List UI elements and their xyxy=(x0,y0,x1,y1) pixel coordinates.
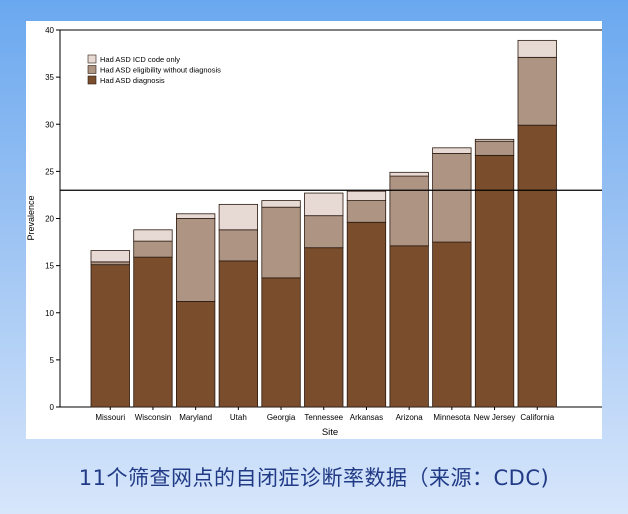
x-tick-label: Maryland xyxy=(179,413,212,422)
bar-segment xyxy=(261,277,301,408)
bar-segment xyxy=(432,241,472,408)
bar-segment xyxy=(304,215,344,249)
bar-segment xyxy=(474,138,515,142)
bar-segment xyxy=(261,200,301,208)
x-tick-label: Arizona xyxy=(396,413,424,422)
bar-segment xyxy=(346,221,387,408)
bar-segment xyxy=(218,203,259,231)
x-tick-label: Missouri xyxy=(95,413,125,422)
bar-segment xyxy=(389,171,429,177)
y-tick-label: 35 xyxy=(45,73,54,82)
x-axis-title: Site xyxy=(322,427,338,438)
x-tick-label: Minnesota xyxy=(433,413,470,422)
x-tick-label: Arkansas xyxy=(350,413,383,422)
bar-segment xyxy=(218,260,259,408)
y-tick-label: 10 xyxy=(45,309,54,318)
bar-segment xyxy=(218,229,259,262)
bar-segment xyxy=(133,240,173,258)
y-tick-label: 0 xyxy=(50,403,55,412)
x-tick-label: Utah xyxy=(230,413,247,422)
bar-segment xyxy=(175,213,216,219)
bar-segment xyxy=(175,218,216,302)
legend-label: Had ASD eligibility without diagnosis xyxy=(100,66,221,75)
y-axis: 0 5 10 15 20 25 30 35 40 xyxy=(45,26,60,412)
y-axis-title: Prevalence xyxy=(26,195,36,240)
y-tick-label: 5 xyxy=(50,356,55,365)
bar-segment xyxy=(346,200,387,223)
legend-swatch xyxy=(87,54,97,64)
x-tick-label: California xyxy=(520,413,554,422)
bar-segment xyxy=(261,206,301,279)
legend-label: Had ASD ICD code only xyxy=(100,55,180,64)
bar-segment xyxy=(90,250,130,263)
y-tick-label: 25 xyxy=(45,167,54,176)
y-tick-label: 30 xyxy=(45,120,54,129)
bar-segment xyxy=(474,154,515,408)
bar-segment xyxy=(517,124,557,408)
x-axis: Missouri Wisconsin Maryland Utah Georgia Tenn… xyxy=(95,407,555,422)
bars xyxy=(90,39,557,408)
bar-segment xyxy=(304,192,344,217)
bar-segment xyxy=(432,153,472,243)
bar-segment xyxy=(346,190,387,201)
bar-segment xyxy=(133,229,173,242)
y-tick-label: 40 xyxy=(45,26,54,35)
stacked-bar-chart: 0 5 10 15 20 25 30 35 40 Missouri Wisconsin Maryla… xyxy=(26,26,608,438)
bar-segment xyxy=(133,256,173,408)
chart-panel: 0 5 10 15 20 25 30 35 40 Missouri Wisconsin Maryla… xyxy=(26,21,608,439)
bar-segment xyxy=(90,264,130,408)
x-tick-label: New Jersey xyxy=(474,413,516,422)
bar-segment xyxy=(474,140,515,156)
legend-label: Had ASD diagnosis xyxy=(100,76,165,85)
x-tick-label: Wisconsin xyxy=(135,413,171,422)
bar-segment xyxy=(175,301,216,408)
y-tick-label: 20 xyxy=(45,215,54,224)
x-tick-label: Tennessee xyxy=(304,413,343,422)
bar-segment xyxy=(304,247,344,408)
legend: Had ASD ICD code only Had ASD eligibility… xyxy=(87,54,221,85)
legend-swatch xyxy=(87,75,97,85)
bar-segment xyxy=(517,39,557,58)
legend-swatch xyxy=(87,65,97,74)
y-tick-label: 15 xyxy=(45,262,54,271)
bar-segment xyxy=(389,175,429,247)
caption: 11个筛查网点的自闭症诊断率数据（来源：CDC) xyxy=(78,466,550,490)
x-tick-label: Georgia xyxy=(267,413,296,422)
bar-segment xyxy=(90,261,130,266)
bar-segment xyxy=(517,56,557,126)
bar-segment xyxy=(432,147,472,154)
bar-segment xyxy=(389,245,429,408)
